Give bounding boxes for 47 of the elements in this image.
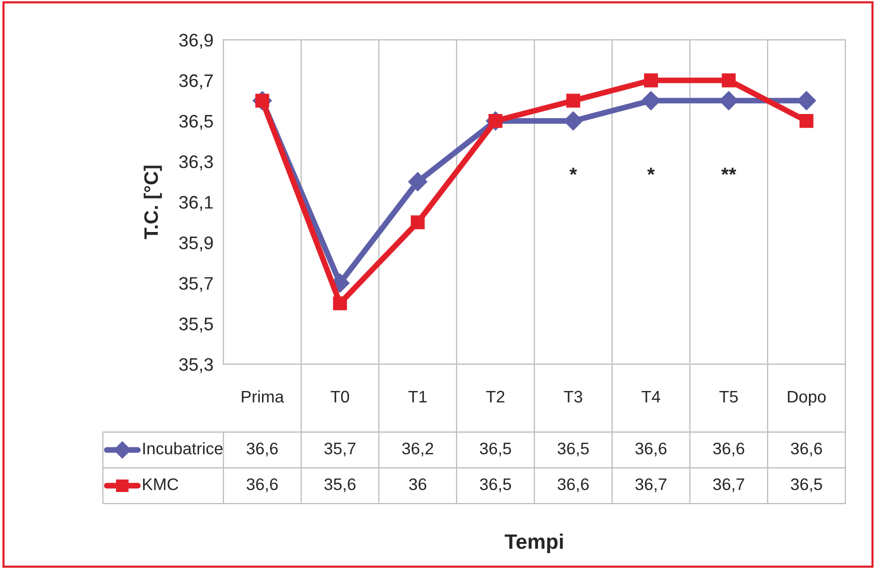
legend-label: Incubatrice [143,442,223,454]
x-tick-label: T5 [719,390,738,403]
point [333,296,347,310]
y-tick-label: 36,3 [179,155,213,170]
data-label: 36,2 [402,442,434,456]
data-label: 36,6 [246,478,278,492]
y-axis-title: T.C. [°C] [144,166,162,240]
point [410,215,425,230]
y-tick-label: 35,3 [179,358,213,374]
x-tick-label: T2 [486,390,504,402]
data-label: 36 [409,478,426,490]
point [800,114,814,128]
data-label: 36,6 [790,442,822,456]
data-label: 36,5 [480,442,512,456]
y-tick-label: 36,1 [179,196,213,211]
y-tick-label: 35,5 [179,318,213,332]
point [722,73,736,88]
y-tick-label: 35,7 [179,277,213,292]
x-tick-label: T0 [330,390,350,403]
annotation: ** [721,168,736,175]
data-label: 36,5 [790,478,822,492]
data-label: 36,6 [558,478,589,492]
x-tick-label: T1 [408,390,427,402]
annotation: * [570,168,577,175]
data-label: 36,6 [713,442,744,456]
x-tick-label: Prima [242,390,284,403]
y-tick-label: 36,9 [179,34,213,49]
data-label: 36,7 [713,478,744,492]
data-label: 35,7 [324,442,356,456]
x-tick-label: T3 [564,390,582,403]
data-label: 36,7 [635,478,666,492]
data-label: 36,6 [246,442,278,456]
annotation: * [647,168,655,175]
point [566,94,580,108]
data-label: 35,6 [324,478,356,492]
data-label: 36,6 [635,442,666,456]
legend-label: KMC [143,478,178,490]
x-tick-label: T4 [642,390,660,402]
data-label: 36,5 [480,478,512,492]
point [408,172,428,192]
point [644,73,658,88]
y-tick-label: 36,7 [179,74,213,90]
data-label: 36,5 [558,442,589,456]
text: Tempi [504,534,563,554]
x-tick-label: Dopo [788,390,826,406]
y-tick-label: 36,5 [179,114,213,130]
y-tick-label: 35,9 [179,236,213,252]
